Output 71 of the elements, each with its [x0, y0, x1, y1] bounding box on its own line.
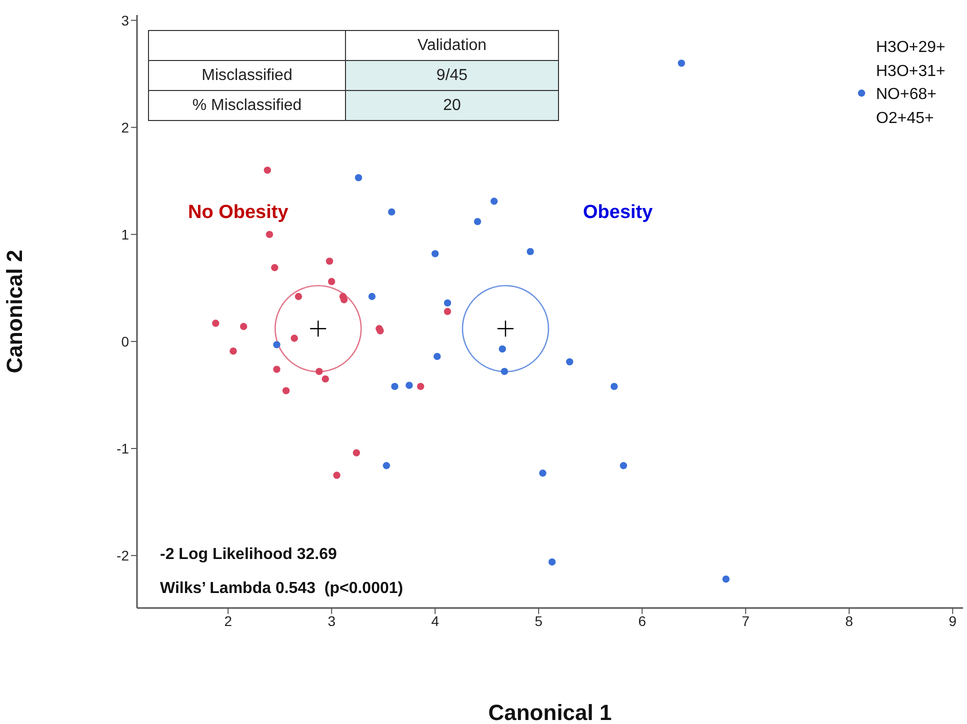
x-tick-label: 4: [431, 612, 440, 629]
y-tick-label: 2: [121, 119, 130, 136]
annotation: 20: [346, 90, 558, 120]
point: [290, 334, 298, 342]
point: [328, 278, 336, 286]
x-tick-label: 6: [638, 612, 646, 629]
point: [417, 382, 424, 390]
y-tick-label: -2: [116, 548, 130, 564]
point: [391, 382, 398, 390]
point: [271, 264, 278, 272]
point: [282, 387, 290, 394]
point: [354, 174, 362, 182]
y-tick-label: 0: [121, 333, 130, 350]
point: [526, 248, 534, 256]
annotation: NO+68+: [876, 85, 938, 105]
annotation: -2 Log Likelihood 32.69: [160, 545, 338, 565]
annotation: H3O+29+: [876, 38, 946, 58]
point: [444, 299, 452, 307]
annotation: Misclassified: [148, 60, 346, 90]
point: [548, 558, 556, 566]
point: [240, 322, 248, 330]
point: [722, 576, 730, 583]
x-tick-label: 5: [534, 612, 543, 629]
point: [294, 292, 302, 300]
y-axis-title: Canonical 2: [2, 250, 27, 374]
point: [432, 250, 439, 258]
point: [273, 341, 280, 348]
point: [406, 382, 413, 389]
point: [500, 368, 508, 376]
annotation: Validation: [346, 30, 558, 60]
point: [352, 449, 360, 456]
point: [322, 375, 329, 383]
point: [212, 320, 220, 327]
y-tick-label: -1: [116, 440, 130, 456]
annotation: 9/45: [346, 60, 558, 90]
y-tick-label: 1: [121, 226, 130, 242]
annotation: Wilks’ Lambda 0.543 (p<0.0001): [160, 579, 404, 599]
point: [444, 308, 452, 316]
point: [490, 198, 498, 205]
point: [610, 382, 618, 390]
point: [434, 352, 441, 360]
point: [566, 358, 574, 366]
x-tick-label: 3: [328, 612, 336, 629]
point: [273, 366, 280, 373]
point: [266, 230, 274, 238]
point: [340, 296, 348, 304]
annotation: O2+45+: [876, 108, 935, 128]
y-tick-label: 3: [121, 12, 130, 28]
x-tick-label: 9: [948, 612, 957, 629]
point: [230, 348, 237, 355]
point: [858, 90, 866, 97]
point: [539, 470, 546, 477]
x-tick-label: 7: [742, 612, 750, 629]
point: [333, 472, 340, 479]
annotation: Obesity: [583, 202, 653, 224]
point: [316, 368, 323, 376]
point: [678, 60, 686, 67]
point: [388, 208, 396, 216]
annotation: % Misclassified: [148, 90, 346, 120]
point: [326, 258, 334, 265]
point: [620, 462, 628, 470]
x-tick-label: 2: [224, 612, 232, 629]
annotation: No Obesity: [188, 202, 288, 224]
x-axis-title: Canonical 1: [488, 700, 612, 724]
point: [382, 462, 390, 470]
point: [264, 166, 272, 174]
annotation: H3O+31+: [876, 62, 946, 82]
x-tick-label: 8: [845, 612, 854, 629]
point: [368, 292, 376, 300]
point: [474, 218, 482, 226]
point: [498, 345, 506, 353]
